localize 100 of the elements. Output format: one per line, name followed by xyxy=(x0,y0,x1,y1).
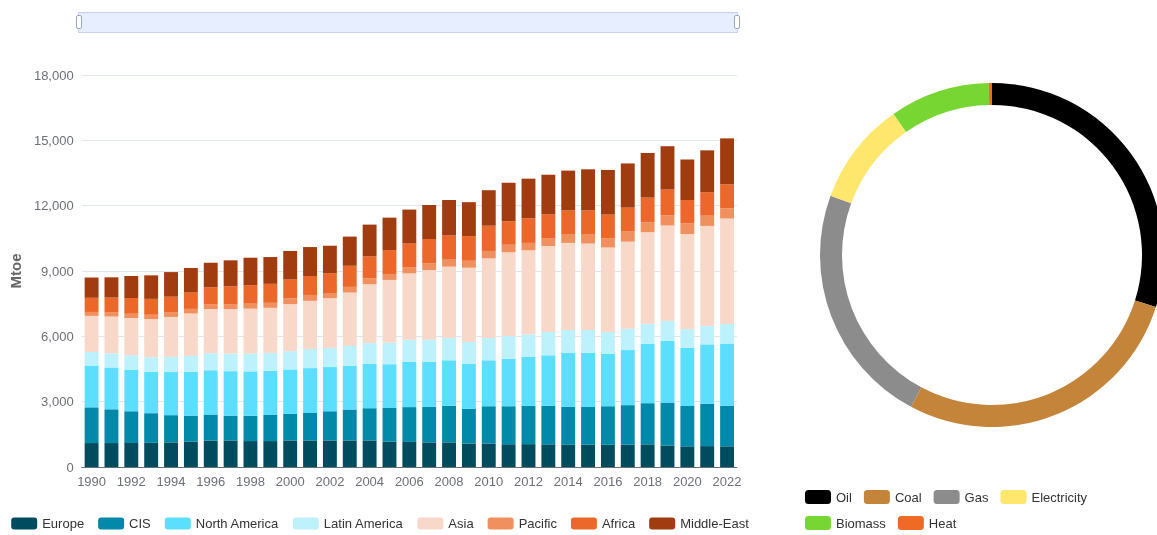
bar xyxy=(303,276,317,295)
bar xyxy=(660,215,675,226)
bar xyxy=(700,225,715,327)
bar xyxy=(243,257,258,286)
bar xyxy=(263,414,278,442)
bar xyxy=(481,338,496,361)
bar xyxy=(203,370,218,415)
bar xyxy=(223,286,238,305)
legend-label: Europe xyxy=(42,516,85,531)
bar xyxy=(521,334,536,358)
bar xyxy=(581,330,596,353)
bar xyxy=(422,442,437,467)
bar xyxy=(581,234,596,244)
bar xyxy=(481,443,496,467)
bar xyxy=(243,285,258,304)
bar xyxy=(660,320,675,341)
legend-label: Biomass xyxy=(836,515,887,531)
bar xyxy=(342,236,357,266)
bar xyxy=(144,319,159,358)
bar xyxy=(501,244,516,253)
x-tick-label: 2012 xyxy=(514,474,543,489)
bar xyxy=(183,371,198,416)
bar xyxy=(541,355,556,406)
x-tick-label: 1990 xyxy=(77,474,107,489)
bar xyxy=(541,238,556,247)
bar xyxy=(144,442,159,467)
bar xyxy=(680,200,695,224)
x-tick-label: 2006 xyxy=(394,474,424,489)
bar xyxy=(283,351,298,370)
bar xyxy=(422,406,437,443)
bar xyxy=(342,409,357,441)
bar xyxy=(104,353,119,368)
bar xyxy=(600,406,615,445)
bar xyxy=(342,365,357,410)
bar xyxy=(422,270,437,340)
bar xyxy=(342,265,357,287)
bar xyxy=(243,415,258,442)
bar xyxy=(104,277,119,298)
bar xyxy=(720,405,735,447)
bar xyxy=(541,246,556,332)
bar xyxy=(104,312,119,317)
legend-label: Gas xyxy=(964,489,989,505)
bar xyxy=(422,263,437,271)
bar xyxy=(303,412,317,441)
bar xyxy=(600,247,615,332)
bar xyxy=(342,440,357,467)
bar xyxy=(620,444,635,467)
bar xyxy=(84,352,99,366)
bar xyxy=(164,272,178,297)
bar xyxy=(442,259,456,267)
bar xyxy=(283,304,298,352)
bar xyxy=(521,250,536,335)
bar xyxy=(104,409,119,444)
bar xyxy=(164,372,178,416)
bar xyxy=(541,331,556,356)
bar xyxy=(104,367,119,410)
legend-label: Electricity xyxy=(1031,489,1088,505)
bar xyxy=(322,411,337,441)
y-tick-label: 9,000 xyxy=(41,263,74,279)
legend-label: North America xyxy=(195,516,279,531)
bar xyxy=(442,200,456,236)
bar xyxy=(283,440,298,467)
legend-label: CIS xyxy=(129,516,152,531)
bar xyxy=(640,323,655,344)
bar xyxy=(362,256,377,279)
bar xyxy=(164,442,178,467)
bar xyxy=(263,441,278,467)
bar xyxy=(501,358,516,407)
bar xyxy=(223,353,238,372)
bar xyxy=(263,283,278,303)
bar xyxy=(263,307,278,353)
x-tick-label: 2014 xyxy=(553,474,583,489)
bar xyxy=(581,210,596,235)
bar xyxy=(203,287,218,305)
bar xyxy=(640,197,655,223)
bar xyxy=(223,371,238,416)
y-tick-label: 18,000 xyxy=(33,67,74,83)
bar xyxy=(581,444,596,467)
bar xyxy=(541,405,556,445)
bar xyxy=(84,315,99,353)
bar xyxy=(541,174,556,215)
bar xyxy=(700,344,715,404)
bar xyxy=(243,308,258,354)
bar xyxy=(263,302,278,308)
x-tick-label: 2016 xyxy=(593,474,623,489)
bar xyxy=(541,444,556,467)
bar xyxy=(203,440,218,467)
bar xyxy=(481,406,496,444)
bar xyxy=(720,446,735,467)
bar xyxy=(640,152,655,198)
bar xyxy=(322,293,337,299)
bar xyxy=(183,313,198,356)
bar xyxy=(660,225,675,321)
bar xyxy=(501,444,516,467)
bar xyxy=(521,444,536,467)
y-tick-label: 6,000 xyxy=(41,328,74,344)
bar xyxy=(104,297,119,313)
bar xyxy=(104,316,119,354)
bar xyxy=(303,294,317,301)
bar xyxy=(84,277,99,298)
